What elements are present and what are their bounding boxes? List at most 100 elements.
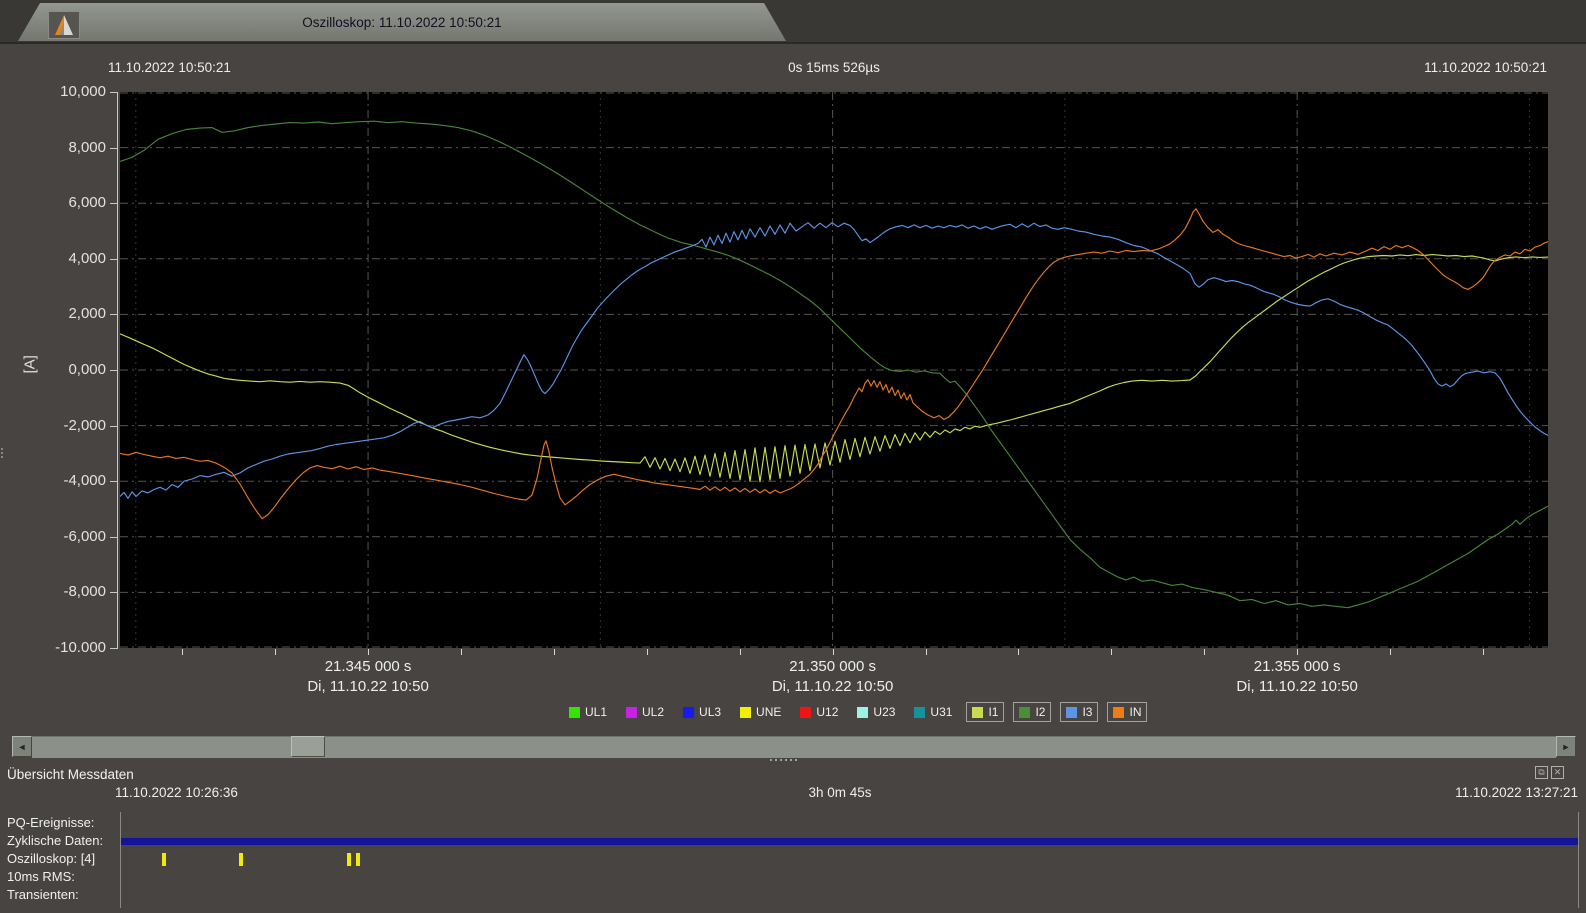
oscillogram-event-marker[interactable]	[347, 853, 351, 866]
legend-item-IN[interactable]: IN	[1107, 702, 1148, 722]
y-tick-mark	[110, 648, 117, 649]
y-tick-label: 2,000	[68, 305, 106, 323]
measurement-overview-panel: Übersicht Messdaten ⧉ ✕ 11.10.2022 10:26…	[0, 765, 1586, 913]
legend-swatch-icon	[1066, 706, 1078, 718]
x-tick-mark	[460, 649, 462, 655]
y-tick-label: 8,000	[68, 138, 106, 156]
y-tick-mark	[110, 481, 117, 483]
legend-item-UL2[interactable]: UL2	[621, 703, 669, 721]
scroll-right-button[interactable]: ►	[1556, 736, 1576, 757]
y-tick-label: -4,000	[63, 472, 106, 490]
overview-row-label: Zyklische Daten:	[7, 833, 104, 848]
x-tick-mark	[1482, 649, 1484, 655]
y-tick-label: -8,000	[63, 583, 106, 601]
legend-swatch-icon	[914, 706, 926, 718]
waveform-plot-area[interactable]	[120, 92, 1548, 648]
y-tick-mark	[110, 425, 117, 427]
y-axis-line	[117, 92, 118, 649]
oscillogram-event-marker[interactable]	[239, 853, 243, 866]
scrollbar-track[interactable]	[32, 736, 1556, 758]
left-edge-splitter-handle[interactable]	[1, 448, 3, 458]
legend-swatch-icon	[683, 706, 695, 718]
legend-label: I2	[1035, 705, 1046, 719]
y-tick-label: 10,000	[60, 83, 106, 100]
timeline-end-line	[1578, 812, 1579, 908]
y-tick-label: -6,000	[63, 527, 106, 545]
x-tick-mark	[1018, 649, 1020, 655]
curve-I2	[120, 120, 1548, 609]
legend-item-UNE[interactable]: UNE	[735, 703, 786, 721]
oscilloscope-panel: 11.10.2022 10:50:21 0s 15ms 526µs 11.10.…	[0, 42, 1586, 736]
y-tick-label: -2,000	[63, 416, 106, 434]
close-panel-icon[interactable]: ✕	[1551, 766, 1564, 779]
channel-legend: UL1 UL2 UL3 UNE U12 U23 U31 I1 I2 I3 IN	[564, 702, 1148, 722]
x-tick-mark	[182, 649, 184, 655]
x-tick-mark	[739, 649, 741, 655]
legend-swatch-icon	[569, 706, 580, 718]
scroll-left-button[interactable]: ◄	[12, 736, 32, 757]
x-axis-label: 21.350 000 s Di, 11.10.22 10:50	[771, 658, 894, 695]
legend-swatch-icon	[972, 706, 984, 718]
y-tick-mark	[110, 258, 117, 260]
y-tick-label: 6,000	[68, 194, 106, 212]
legend-item-UL1[interactable]: UL1	[564, 703, 612, 721]
x-tick-mark	[1390, 649, 1392, 655]
overview-row-label: 10ms RMS:	[7, 869, 75, 884]
curve-I1	[120, 254, 1548, 483]
left-arrow-icon: ◄	[17, 741, 27, 752]
legend-label: UL3	[699, 705, 722, 719]
y-tick-mark	[110, 536, 117, 538]
oscillogram-event-marker[interactable]	[356, 853, 360, 866]
legend-swatch-icon	[1019, 706, 1031, 718]
curve-IN	[120, 208, 1548, 520]
x-tick-mark	[1297, 649, 1299, 655]
legend-swatch-icon	[626, 706, 638, 718]
vendor-logo-icon	[48, 11, 80, 39]
scrollbar-thumb[interactable]	[291, 736, 325, 757]
x-tick-mark	[275, 649, 277, 655]
legend-swatch-icon	[1113, 706, 1125, 718]
title-bar: Oszilloskop: 11.10.2022 10:50:21	[0, 0, 1586, 44]
legend-item-I3[interactable]: I3	[1060, 702, 1099, 722]
legend-label: U12	[816, 705, 839, 719]
legend-item-UL3[interactable]: UL3	[678, 703, 726, 721]
x-tick-mark	[925, 649, 927, 655]
y-tick-label: 4,000	[68, 249, 106, 267]
timeline-start-line	[120, 812, 121, 908]
legend-label: U31	[930, 705, 953, 719]
legend-item-U12[interactable]: U12	[795, 703, 843, 721]
time-scrollbar[interactable]: ◄ ►	[12, 736, 1576, 758]
legend-swatch-icon	[857, 706, 869, 718]
overview-duration: 3h 0m 45s	[808, 785, 872, 800]
overview-row-label: Transienten:	[7, 887, 79, 902]
tab-title: Oszilloskop: 11.10.2022 10:50:21	[302, 14, 502, 30]
legend-label: UL1	[585, 705, 608, 719]
waveform-chart	[120, 92, 1548, 648]
oscilloscope-tab[interactable]: Oszilloskop: 11.10.2022 10:50:21	[18, 3, 786, 41]
x-axis-label: 21.345 000 s Di, 11.10.22 10:50	[307, 658, 429, 695]
legend-item-U23[interactable]: U23	[852, 703, 900, 721]
legend-label: I3	[1082, 705, 1093, 719]
x-tick-mark	[1204, 649, 1206, 655]
oscillogram-event-marker[interactable]	[162, 853, 166, 866]
legend-item-U31[interactable]: U31	[909, 703, 957, 721]
window-end-time: 11.10.2022 10:50:21	[1424, 60, 1547, 75]
overview-row-label: Oszilloskop: [4]	[7, 851, 96, 866]
x-tick-mark	[368, 649, 370, 655]
legend-label: UNE	[756, 705, 782, 719]
legend-item-I2[interactable]: I2	[1013, 702, 1052, 722]
legend-item-I1[interactable]: I1	[966, 702, 1005, 722]
y-tick-label: -10.000	[55, 639, 106, 656]
cyclic-data-bar[interactable]	[121, 838, 1578, 845]
x-axis-label: 21.355 000 s Di, 11.10.22 10:50	[1236, 658, 1358, 695]
window-span: 0s 15ms 526µs	[788, 60, 880, 75]
y-tick-mark	[110, 592, 117, 594]
overview-row-label: PQ-Ereignisse:	[7, 815, 95, 830]
window-start-time: 11.10.2022 10:50:21	[108, 60, 231, 75]
x-tick-mark	[1111, 649, 1113, 655]
y-tick-mark	[110, 147, 117, 149]
panel-splitter-handle[interactable]	[770, 759, 797, 761]
restore-panel-icon[interactable]: ⧉	[1535, 766, 1548, 779]
overview-end-time: 11.10.2022 13:27:21	[1455, 785, 1578, 800]
x-tick-mark	[832, 649, 834, 655]
